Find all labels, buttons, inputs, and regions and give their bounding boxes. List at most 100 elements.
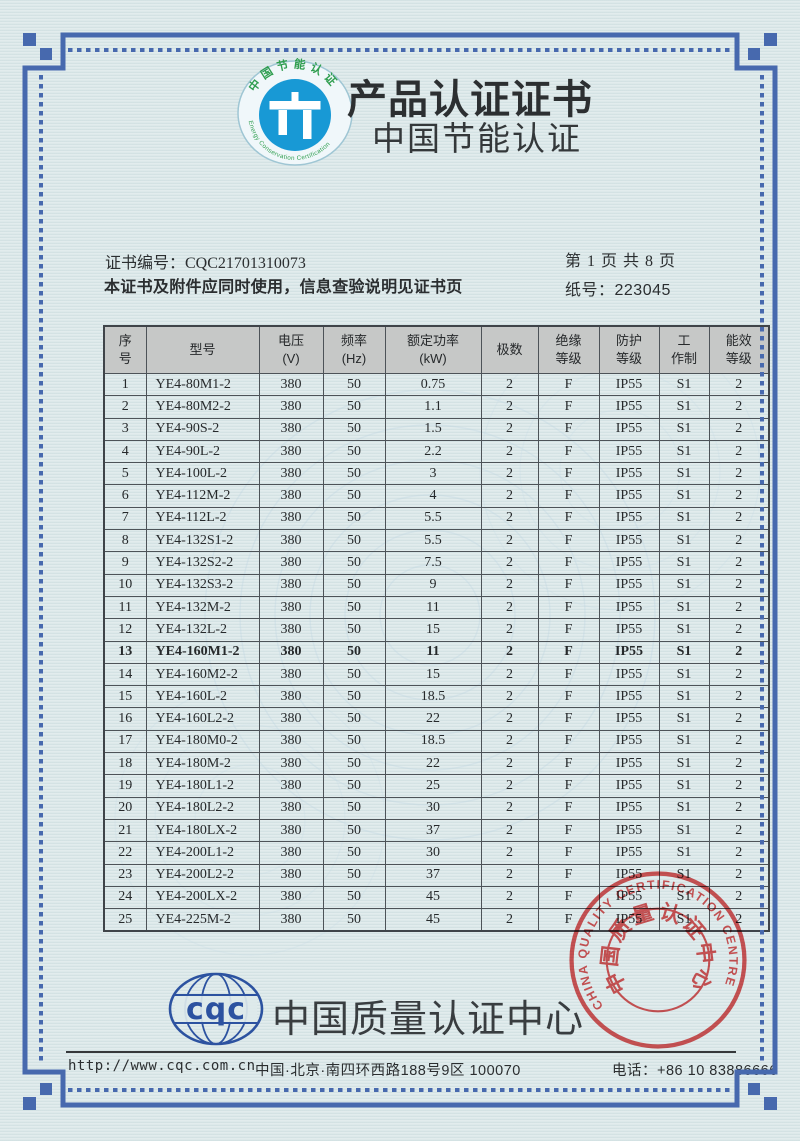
- table-cell: F: [537, 417, 600, 441]
- table-cell: S1: [658, 462, 710, 486]
- table-cell: F: [537, 841, 600, 865]
- table-cell: 22: [384, 707, 482, 731]
- table-cell: YE4-80M2-2: [145, 395, 260, 419]
- spec-table-body: 1 YE4-80M1-2 380 50 0.75 2 F IP55 S1 2 2 YE4-80M2-2…: [103, 372, 770, 932]
- table-cell: S1: [658, 618, 710, 642]
- table-cell: 2: [480, 863, 539, 887]
- column-header: 能效 等级: [708, 325, 770, 374]
- table-cell: 2: [708, 729, 770, 754]
- red-seal-stamp: CHINA QUALITY CERTIFICATION CENTRE 中国质量认…: [569, 871, 747, 1049]
- table-cell: F: [537, 395, 600, 419]
- table-cell: 2: [708, 506, 770, 531]
- table-cell: 380: [258, 372, 324, 397]
- table-cell: S1: [658, 506, 710, 531]
- table-cell: YE4-132S2-2: [145, 551, 260, 575]
- table-cell: F: [537, 640, 600, 664]
- table-cell: 50: [322, 484, 386, 508]
- table-cell: S1: [658, 662, 710, 687]
- column-header: 绝缘 等级: [537, 325, 600, 374]
- table-cell: IP55: [598, 595, 660, 620]
- column-header: 型号: [145, 325, 260, 374]
- table-cell: 2: [708, 774, 770, 798]
- table-cell: YE4-132M-2: [145, 595, 260, 620]
- table-cell: S1: [658, 774, 710, 798]
- table-cell: IP55: [598, 662, 660, 687]
- table-cell: 2: [708, 752, 770, 776]
- table-cell: S1: [658, 395, 710, 419]
- table-cell: S1: [658, 573, 710, 597]
- table-cell: 380: [258, 618, 324, 642]
- table-cell: 380: [258, 818, 324, 843]
- column-header: 工作制: [658, 325, 710, 374]
- table-cell: 380: [258, 796, 324, 820]
- table-cell: 7: [103, 506, 147, 531]
- table-cell: IP55: [598, 395, 660, 419]
- table-cell: 5.5: [384, 529, 482, 553]
- table-cell: IP55: [598, 506, 660, 531]
- table-cell: F: [537, 618, 600, 642]
- table-cell: 25: [384, 774, 482, 798]
- table-row: 1 YE4-80M1-2 380 50 0.75 2 F IP55 S1 2: [103, 372, 770, 397]
- table-cell: 2.2: [384, 439, 482, 464]
- table-cell: S1: [658, 752, 710, 776]
- table-cell: 2: [708, 818, 770, 843]
- table-cell: 11: [384, 640, 482, 664]
- table-cell: S1: [658, 484, 710, 508]
- table-cell: 2: [708, 841, 770, 865]
- table-cell: YE4-180LX-2: [145, 818, 260, 843]
- table-cell: 6: [103, 484, 147, 508]
- table-cell: 2: [480, 752, 539, 776]
- table-cell: 380: [258, 885, 324, 910]
- column-header: 频率 (Hz): [322, 325, 386, 374]
- table-cell: YE4-160L-2: [145, 685, 260, 709]
- table-cell: F: [537, 484, 600, 508]
- table-cell: 5: [103, 462, 147, 486]
- table-cell: 45: [384, 908, 482, 932]
- table-cell: S1: [658, 685, 710, 709]
- table-cell: 50: [322, 395, 386, 419]
- table-cell: YE4-80M1-2: [145, 372, 260, 397]
- table-cell: 380: [258, 573, 324, 597]
- table-cell: 10: [103, 573, 147, 597]
- svg-text:中国质量认证中心: 中国质量认证中心: [597, 899, 719, 998]
- spec-table: 序号型号 电压 (V) 频率 (Hz) 额定功率 (kW) 极数 绝缘 等级 防护 等级工作制 能效 等级…: [103, 325, 770, 933]
- table-cell: YE4-225M-2: [145, 908, 260, 932]
- table-cell: F: [537, 439, 600, 464]
- table-cell: 2: [708, 417, 770, 441]
- table-cell: 2: [480, 796, 539, 820]
- table-row: 20 YE4-180L2-2 380 50 30 2 F IP55 S1 2: [103, 796, 770, 820]
- table-cell: 2: [480, 841, 539, 865]
- table-row: 5 YE4-100L-2 380 50 3 2 F IP55 S1 2: [103, 462, 770, 486]
- table-cell: 380: [258, 729, 324, 754]
- table-row: 21 YE4-180LX-2 380 50 37 2 F IP55 S1 2: [103, 818, 770, 843]
- table-cell: F: [537, 551, 600, 575]
- table-cell: 2: [708, 707, 770, 731]
- table-cell: 2: [480, 885, 539, 910]
- column-header: 额定功率 (kW): [384, 325, 482, 374]
- table-cell: 2: [103, 395, 147, 419]
- table-row: 2 YE4-80M2-2 380 50 1.1 2 F IP55 S1 2: [103, 395, 770, 419]
- table-cell: IP55: [598, 462, 660, 486]
- table-cell: 380: [258, 484, 324, 508]
- column-header: 防护 等级: [598, 325, 660, 374]
- table-cell: 18.5: [384, 685, 482, 709]
- table-cell: 1.5: [384, 417, 482, 441]
- table-cell: 50: [322, 529, 386, 553]
- table-cell: 2: [480, 551, 539, 575]
- table-cell: S1: [658, 595, 710, 620]
- table-cell: 2: [480, 774, 539, 798]
- table-cell: 2: [480, 395, 539, 419]
- table-cell: 50: [322, 885, 386, 910]
- table-cell: 2: [480, 818, 539, 843]
- table-cell: 17: [103, 729, 147, 754]
- usage-note: 本证书及附件应同时使用，信息查验说明见证书页: [104, 279, 463, 296]
- table-row: 16 YE4-160L2-2 380 50 22 2 F IP55 S1 2: [103, 707, 770, 731]
- table-cell: 2: [708, 484, 770, 508]
- table-row: 8 YE4-132S1-2 380 50 5.5 2 F IP55 S1 2: [103, 529, 770, 553]
- table-cell: F: [537, 774, 600, 798]
- cqc-globe-logo-icon: cqc: [168, 972, 264, 1046]
- table-cell: 50: [322, 662, 386, 687]
- table-cell: 4: [384, 484, 482, 508]
- table-cell: 2: [480, 908, 539, 932]
- table-cell: 50: [322, 729, 386, 754]
